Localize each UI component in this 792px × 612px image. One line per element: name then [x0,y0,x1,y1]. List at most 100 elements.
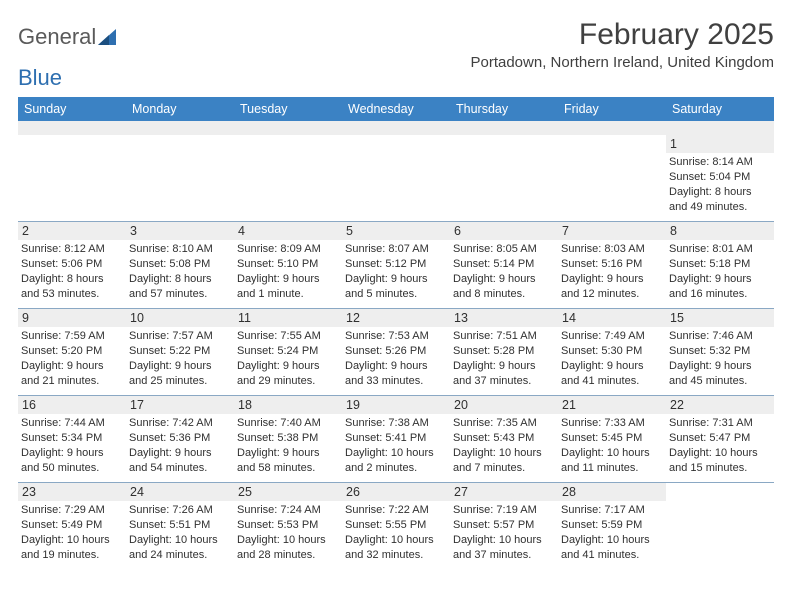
day-cell: 10 Sunrise: 7:57 AMSunset: 5:22 PMDayligh… [126,309,234,395]
sunrise-text: Sunrise: 7:26 AM [129,503,231,518]
day-info: Sunrise: 7:33 AMSunset: 5:45 PMDaylight:… [561,416,663,475]
sunrise-text: Sunrise: 7:31 AM [669,416,771,431]
day-cell: 2Sunrise: 8:12 AMSunset: 5:06 PMDaylight… [18,222,126,308]
logo: General [18,18,120,50]
sunrise-text: Sunrise: 7:42 AM [129,416,231,431]
sunrise-text: Sunrise: 7:44 AM [21,416,123,431]
sunset-text: Sunset: 5:36 PM [129,431,231,446]
day-number: 7 [558,222,666,240]
day-cell: 13 Sunrise: 7:51 AMSunset: 5:28 PMDayligh… [450,309,558,395]
day-info: Sunrise: 7:31 AMSunset: 5:47 PMDaylight:… [669,416,771,475]
day-info: Sunrise: 7:49 AMSunset: 5:30 PMDaylight:… [561,329,663,388]
day-info: Sunrise: 8:09 AMSunset: 5:10 PMDaylight:… [237,242,339,301]
logo-sail-icon [98,27,120,47]
day-info: Sunrise: 7:17 AMSunset: 5:59 PMDaylight:… [561,503,663,562]
day-cell: 9 Sunrise: 7:59 AMSunset: 5:20 PMDaylight… [18,309,126,395]
sunset-text: Sunset: 5:30 PM [561,344,663,359]
sunrise-text: Sunrise: 7:57 AM [129,329,231,344]
day-cell [234,135,342,221]
daylight-text: Daylight: 9 hours and 37 minutes. [453,359,555,389]
day-info: Sunrise: 7:53 AMSunset: 5:26 PMDaylight:… [345,329,447,388]
day-info: Sunrise: 7:55 AMSunset: 5:24 PMDaylight:… [237,329,339,388]
day-number: 13 [450,309,558,327]
day-number: 9 [18,309,126,327]
day-info: Sunrise: 8:03 AMSunset: 5:16 PMDaylight:… [561,242,663,301]
daylight-text: Daylight: 8 hours and 49 minutes. [669,185,771,215]
sunrise-text: Sunrise: 7:51 AM [453,329,555,344]
day-cell: 25Sunrise: 7:24 AMSunset: 5:53 PMDayligh… [234,483,342,569]
week-row: 2Sunrise: 8:12 AMSunset: 5:06 PMDaylight… [18,222,774,309]
daylight-text: Daylight: 9 hours and 5 minutes. [345,272,447,302]
day-cell: 16 Sunrise: 7:44 AMSunset: 5:34 PMDayligh… [18,396,126,482]
sunrise-text: Sunrise: 7:17 AM [561,503,663,518]
sunset-text: Sunset: 5:45 PM [561,431,663,446]
sunrise-text: Sunrise: 8:07 AM [345,242,447,257]
sunset-text: Sunset: 5:08 PM [129,257,231,272]
daylight-text: Daylight: 9 hours and 16 minutes. [669,272,771,302]
daylight-text: Daylight: 10 hours and 28 minutes. [237,533,339,563]
day-number: 17 [126,396,234,414]
daylight-text: Daylight: 9 hours and 12 minutes. [561,272,663,302]
sunset-text: Sunset: 5:32 PM [669,344,771,359]
day-info: Sunrise: 7:35 AMSunset: 5:43 PMDaylight:… [453,416,555,475]
day-cell: 21 Sunrise: 7:33 AMSunset: 5:45 PMDayligh… [558,396,666,482]
sunset-text: Sunset: 5:18 PM [669,257,771,272]
sunrise-text: Sunrise: 7:35 AM [453,416,555,431]
day-info: Sunrise: 7:44 AMSunset: 5:34 PMDaylight:… [21,416,123,475]
sunset-text: Sunset: 5:28 PM [453,344,555,359]
daylight-text: Daylight: 10 hours and 41 minutes. [561,533,663,563]
weekday-tue: Tuesday [234,97,342,121]
daylight-text: Daylight: 9 hours and 33 minutes. [345,359,447,389]
weekday-fri: Friday [558,97,666,121]
day-info: Sunrise: 7:59 AMSunset: 5:20 PMDaylight:… [21,329,123,388]
day-number: 5 [342,222,450,240]
day-cell [558,135,666,221]
daylight-text: Daylight: 9 hours and 25 minutes. [129,359,231,389]
day-number: 28 [558,483,666,501]
day-cell [450,135,558,221]
day-cell: 20Sunrise: 7:35 AMSunset: 5:43 PMDayligh… [450,396,558,482]
day-cell: 22Sunrise: 7:31 AMSunset: 5:47 PMDayligh… [666,396,774,482]
day-number: 21 [558,396,666,414]
day-cell: 14 Sunrise: 7:49 AMSunset: 5:30 PMDayligh… [558,309,666,395]
sunrise-text: Sunrise: 7:55 AM [237,329,339,344]
daylight-text: Daylight: 10 hours and 37 minutes. [453,533,555,563]
day-number: 18 [234,396,342,414]
logo-word2: Blue [18,65,62,91]
sunset-text: Sunset: 5:16 PM [561,257,663,272]
sunrise-text: Sunrise: 8:14 AM [669,155,771,170]
day-number: 12 [342,309,450,327]
day-cell: 11Sunrise: 7:55 AMSunset: 5:24 PMDayligh… [234,309,342,395]
day-cell: 19Sunrise: 7:38 AMSunset: 5:41 PMDayligh… [342,396,450,482]
daylight-text: Daylight: 8 hours and 57 minutes. [129,272,231,302]
sunrise-text: Sunrise: 7:53 AM [345,329,447,344]
sunset-text: Sunset: 5:10 PM [237,257,339,272]
sunrise-text: Sunrise: 7:24 AM [237,503,339,518]
day-cell: 5Sunrise: 8:07 AMSunset: 5:12 PMDaylight… [342,222,450,308]
sunrise-text: Sunrise: 7:38 AM [345,416,447,431]
day-cell: 17Sunrise: 7:42 AMSunset: 5:36 PMDayligh… [126,396,234,482]
day-number: 2 [18,222,126,240]
sunset-text: Sunset: 5:59 PM [561,518,663,533]
day-number: 19 [342,396,450,414]
sunrise-text: Sunrise: 8:01 AM [669,242,771,257]
daylight-text: Daylight: 9 hours and 29 minutes. [237,359,339,389]
week-row: 23Sunrise: 7:29 AMSunset: 5:49 PMDayligh… [18,483,774,569]
weekday-sat: Saturday [666,97,774,121]
day-number: 16 [18,396,126,414]
day-cell: 7 Sunrise: 8:03 AMSunset: 5:16 PMDaylight… [558,222,666,308]
week-row: 1Sunrise: 8:14 AMSunset: 5:04 PMDaylight… [18,135,774,222]
sunset-text: Sunset: 5:43 PM [453,431,555,446]
day-info: Sunrise: 7:57 AMSunset: 5:22 PMDaylight:… [129,329,231,388]
sunrise-text: Sunrise: 7:59 AM [21,329,123,344]
day-number: 14 [558,309,666,327]
day-info: Sunrise: 7:26 AMSunset: 5:51 PMDaylight:… [129,503,231,562]
week-row: 16 Sunrise: 7:44 AMSunset: 5:34 PMDayligh… [18,396,774,483]
day-number: 10 [126,309,234,327]
day-info: Sunrise: 8:14 AMSunset: 5:04 PMDaylight:… [669,155,771,214]
sunset-text: Sunset: 5:24 PM [237,344,339,359]
daylight-text: Daylight: 10 hours and 11 minutes. [561,446,663,476]
day-cell: 4Sunrise: 8:09 AMSunset: 5:10 PMDaylight… [234,222,342,308]
day-info: Sunrise: 7:22 AMSunset: 5:55 PMDaylight:… [345,503,447,562]
sunrise-text: Sunrise: 8:10 AM [129,242,231,257]
